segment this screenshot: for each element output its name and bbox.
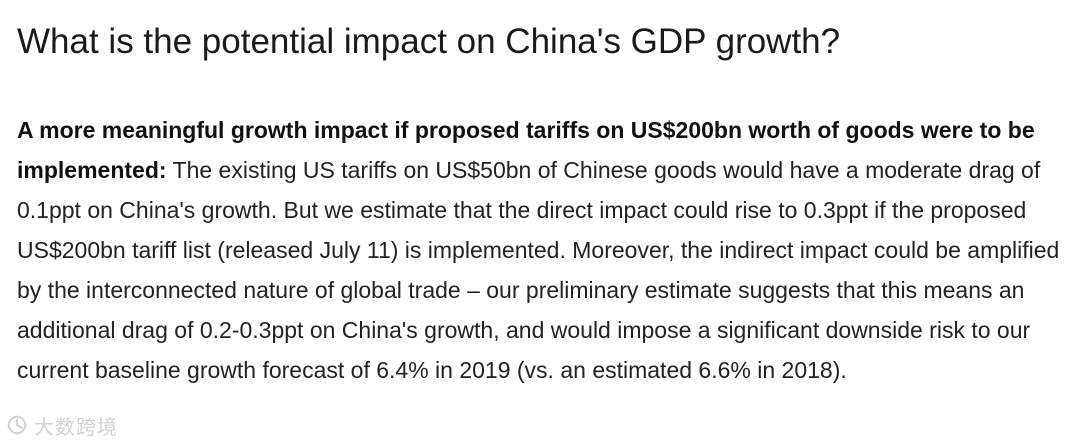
watermark: 大数跨境 <box>6 410 156 440</box>
watermark-logo-icon <box>7 415 27 435</box>
body-paragraph: A more meaningful growth impact if propo… <box>17 110 1067 390</box>
section-heading: What is the potential impact on China's … <box>17 22 841 61</box>
paragraph-body: The existing US tariffs on US$50bn of Ch… <box>17 157 1060 383</box>
watermark-text: 大数跨境 <box>34 416 118 439</box>
lead-sentence: A more meaningful growth impact if propo… <box>17 117 1035 183</box>
